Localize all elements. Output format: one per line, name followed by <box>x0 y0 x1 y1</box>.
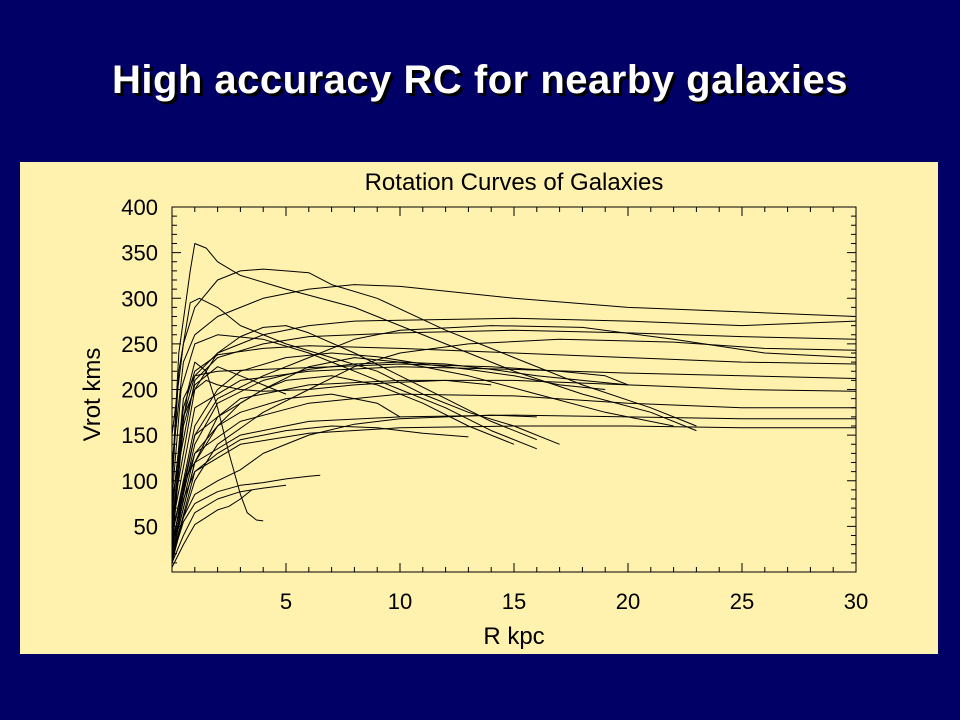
chart-panel: Rotation Curves of Galaxies 5 10 15 20 25 30 … <box>20 162 938 654</box>
rotation-curve-19 <box>171 425 469 559</box>
y-axis-label: Vrot kms <box>79 348 106 442</box>
chart-title: Rotation Curves of Galaxies <box>365 169 664 196</box>
rotation-curve-23 <box>171 474 321 559</box>
y-tick-label: 250 <box>121 332 158 357</box>
rotation-curve-17 <box>171 334 537 500</box>
y-tick-label: 150 <box>121 423 158 448</box>
rotation-curve-2 <box>171 268 697 436</box>
x-tick-label: 10 <box>388 589 412 614</box>
rotation-curve-14 <box>171 357 674 554</box>
rotation-curve-20 <box>171 414 537 564</box>
rotation-curve-12 <box>171 414 856 554</box>
rotation-curve-8 <box>171 345 857 509</box>
x-tick-label: 30 <box>844 589 868 614</box>
y-tick-label: 50 <box>134 514 158 539</box>
rotation-curve-5 <box>171 329 857 500</box>
rotation-curve-26 <box>171 361 264 563</box>
rotation-curves-chart: Rotation Curves of Galaxies 5 10 15 20 25 30 … <box>79 169 868 650</box>
rotation-curve-9 <box>171 366 857 527</box>
rotation-curve-16 <box>171 297 560 490</box>
y-axis-ticks: 50 100 150 200 250 300 350 400 <box>121 195 856 573</box>
rotation-curve-30 <box>171 363 629 518</box>
rotation-curve-1 <box>171 243 697 481</box>
rotation-curve-3 <box>171 284 857 463</box>
slide-title: High accuracy RC for nearby galaxies <box>111 58 849 102</box>
x-tick-label: 5 <box>280 589 292 614</box>
rotation-curve-27 <box>171 366 287 545</box>
rotation-curve-24 <box>171 484 287 564</box>
x-tick-label: 20 <box>616 589 640 614</box>
x-axis-label: R kpc <box>483 623 544 650</box>
rotation-curve-13 <box>171 425 856 559</box>
rotation-curve-10 <box>171 379 857 545</box>
rotation-curve-11 <box>171 393 856 550</box>
y-tick-label: 350 <box>121 241 158 266</box>
y-tick-label: 400 <box>121 195 158 220</box>
rotation-curve-6 <box>171 325 857 536</box>
x-axis-ticks: 5 10 15 20 25 30 <box>171 207 868 614</box>
rotation-curve-29 <box>171 379 492 536</box>
x-tick-label: 25 <box>730 589 754 614</box>
rotation-curve-18 <box>171 375 515 554</box>
y-tick-label: 300 <box>121 286 158 311</box>
y-tick-label: 100 <box>121 469 158 494</box>
x-tick-label: 15 <box>502 589 526 614</box>
rotation-curve-28 <box>171 393 401 563</box>
series-lines <box>171 243 857 568</box>
rotation-curve-21 <box>171 361 629 545</box>
rotation-curve-25 <box>171 489 253 568</box>
y-tick-label: 200 <box>121 378 158 403</box>
